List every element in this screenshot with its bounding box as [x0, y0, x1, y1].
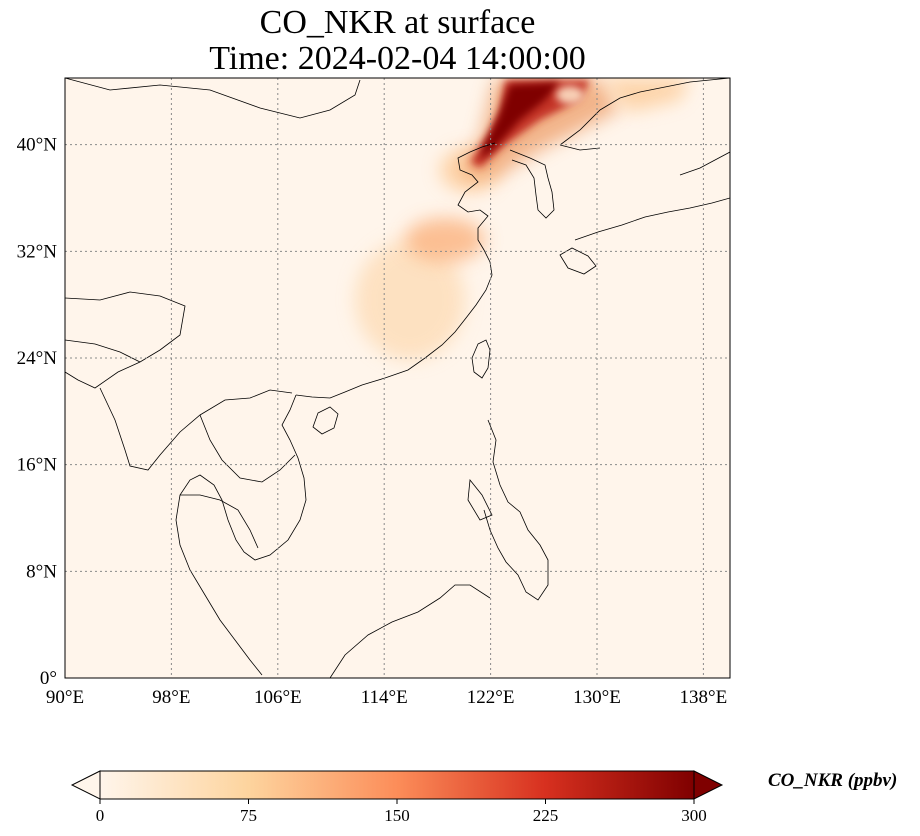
map-title: CO_NKR at surface [259, 4, 536, 41]
latitude-tick-label: 0° [40, 668, 57, 689]
colorbar-tick-label: 150 [384, 806, 410, 825]
colorbar-gradient [100, 771, 694, 799]
latitude-labels: 0° 8°N 16°N 24°N 32°N 40°N [17, 135, 58, 689]
colorbar-label: CO_NKR (ppbv) [768, 770, 898, 791]
longitude-tick-label: 122°E [467, 687, 515, 708]
longitude-tick-label: 106°E [254, 687, 302, 708]
colorbar-tick-label: 75 [240, 806, 257, 825]
longitude-tick-label: 98°E [152, 687, 190, 708]
colorbar-tick-label: 0 [95, 806, 105, 825]
co-plume-layer [355, 78, 690, 360]
longitude-labels: 90°E 98°E 106°E 114°E 122°E 130°E 138°E [46, 687, 727, 708]
longitude-tick-label: 114°E [361, 687, 408, 708]
latitude-tick-label: 40°N [17, 135, 58, 156]
colorbar [70, 770, 724, 804]
colorbar-min-extend [70, 770, 101, 800]
colorbar-tick-label: 225 [532, 806, 559, 825]
longitude-tick-label: 138°E [680, 687, 728, 708]
map-subtitle: Time: 2024-02-04 14:00:00 [209, 40, 586, 77]
map-area [65, 78, 730, 678]
colorbar-ticks [99, 799, 695, 804]
colorbar-max-extend [693, 770, 724, 800]
latitude-tick-label: 8°N [26, 561, 57, 582]
gridlines [65, 78, 730, 678]
colorbar-tick-label: 300 [681, 806, 707, 825]
latitude-tick-label: 24°N [17, 348, 58, 369]
latitude-tick-label: 16°N [17, 455, 58, 476]
coastline-layer [65, 78, 730, 678]
map-frame [64, 77, 731, 679]
longitude-tick-label: 130°E [573, 687, 621, 708]
latitude-tick-label: 32°N [17, 241, 58, 262]
longitude-tick-label: 90°E [46, 687, 84, 708]
